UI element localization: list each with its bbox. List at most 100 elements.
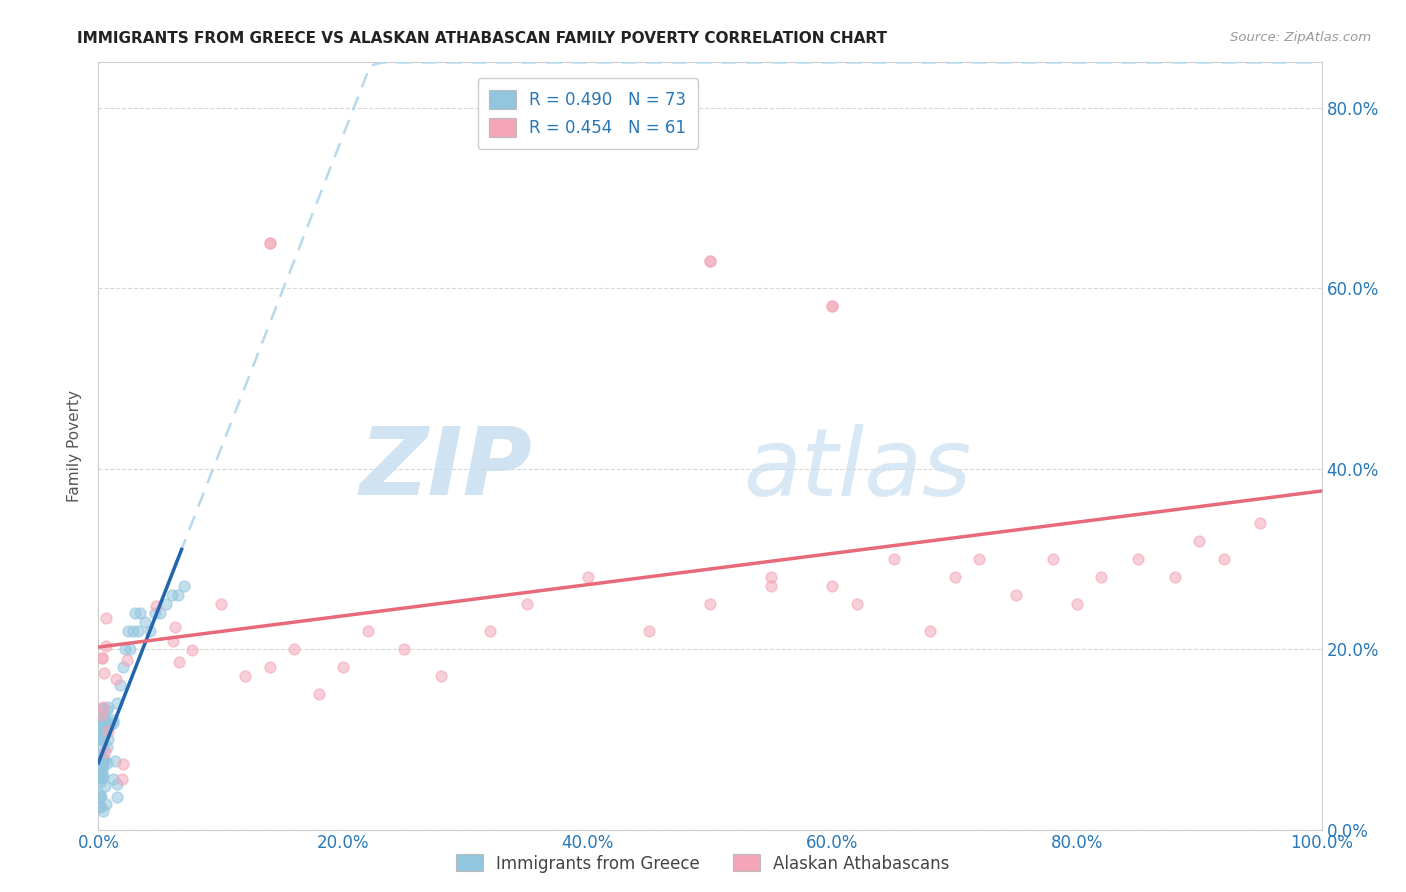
Point [209,597,232,611]
Point [89,767,111,781]
Point [91,718,114,732]
Point [97,723,120,738]
Point [90,718,112,732]
Point [94,721,117,735]
Point [155,597,177,611]
Point [104,755,127,769]
Point [89,753,111,767]
Point [89,758,111,772]
Point [91,771,114,785]
Point [160,588,183,602]
Point [332,660,354,674]
Point [233,669,256,683]
Point [98,718,121,732]
Point [637,624,661,638]
Point [162,634,184,648]
Point [96,756,118,770]
Point [90,720,112,734]
Point [699,597,721,611]
Point [104,672,127,686]
Point [124,606,146,620]
Text: atlas: atlas [742,424,972,515]
Point [90,731,112,746]
Point [259,235,281,250]
Point [129,606,152,620]
Point [94,727,117,741]
Legend: R = 0.490   N = 73, R = 0.454   N = 61: R = 0.490 N = 73, R = 0.454 N = 61 [478,78,697,149]
Point [761,579,783,593]
Point [478,624,501,638]
Point [96,714,118,729]
Point [111,772,134,787]
Point [87,798,110,813]
Point [308,687,330,701]
Point [145,599,167,613]
Point [111,757,134,772]
Point [93,752,115,766]
Point [111,660,134,674]
Point [1249,516,1271,530]
Point [90,789,112,803]
Legend: Immigrants from Greece, Alaskan Athabascans: Immigrants from Greece, Alaskan Athabasc… [450,847,956,880]
Point [91,733,114,747]
Point [1004,588,1026,602]
Point [87,724,110,739]
Point [89,774,111,789]
Point [101,716,124,731]
Point [93,666,115,681]
Point [91,701,114,715]
Point [1128,551,1150,566]
Point [110,678,132,692]
Point [96,639,118,653]
Point [89,771,111,785]
Point [105,777,128,791]
Text: IMMIGRANTS FROM GREECE VS ALASKAN ATHABASCAN FAMILY POVERTY CORRELATION CHART: IMMIGRANTS FROM GREECE VS ALASKAN ATHABA… [77,31,887,46]
Point [821,299,844,313]
Point [91,731,114,745]
Point [943,570,966,584]
Point [96,797,118,811]
Point [392,642,416,657]
Point [90,702,112,716]
Point [91,650,114,665]
Point [1212,551,1234,566]
Point [117,624,139,638]
Point [181,643,204,657]
Point [91,708,114,723]
Point [91,769,114,783]
Point [89,747,111,762]
Point [105,696,128,710]
Point [91,753,114,767]
Point [87,713,110,727]
Point [90,707,112,722]
Point [91,755,114,769]
Point [101,714,124,728]
Point [94,779,117,793]
Point [120,642,142,657]
Point [90,715,112,730]
Point [139,624,162,638]
Point [91,700,114,714]
Point [94,611,117,625]
Text: ZIP: ZIP [360,423,533,515]
Point [90,765,112,780]
Point [149,606,172,620]
Point [93,722,115,736]
Point [96,703,118,717]
Point [167,655,190,669]
Point [920,624,942,638]
Point [883,551,905,566]
Point [259,660,281,674]
Point [87,768,110,782]
Point [699,254,721,268]
Point [91,804,114,818]
Point [115,653,138,667]
Point [105,789,128,804]
Point [97,700,120,714]
Point [283,642,305,657]
Point [761,570,783,584]
Point [845,597,868,611]
Point [1042,551,1064,566]
Point [167,588,190,602]
Y-axis label: Family Poverty: Family Poverty [67,390,83,502]
